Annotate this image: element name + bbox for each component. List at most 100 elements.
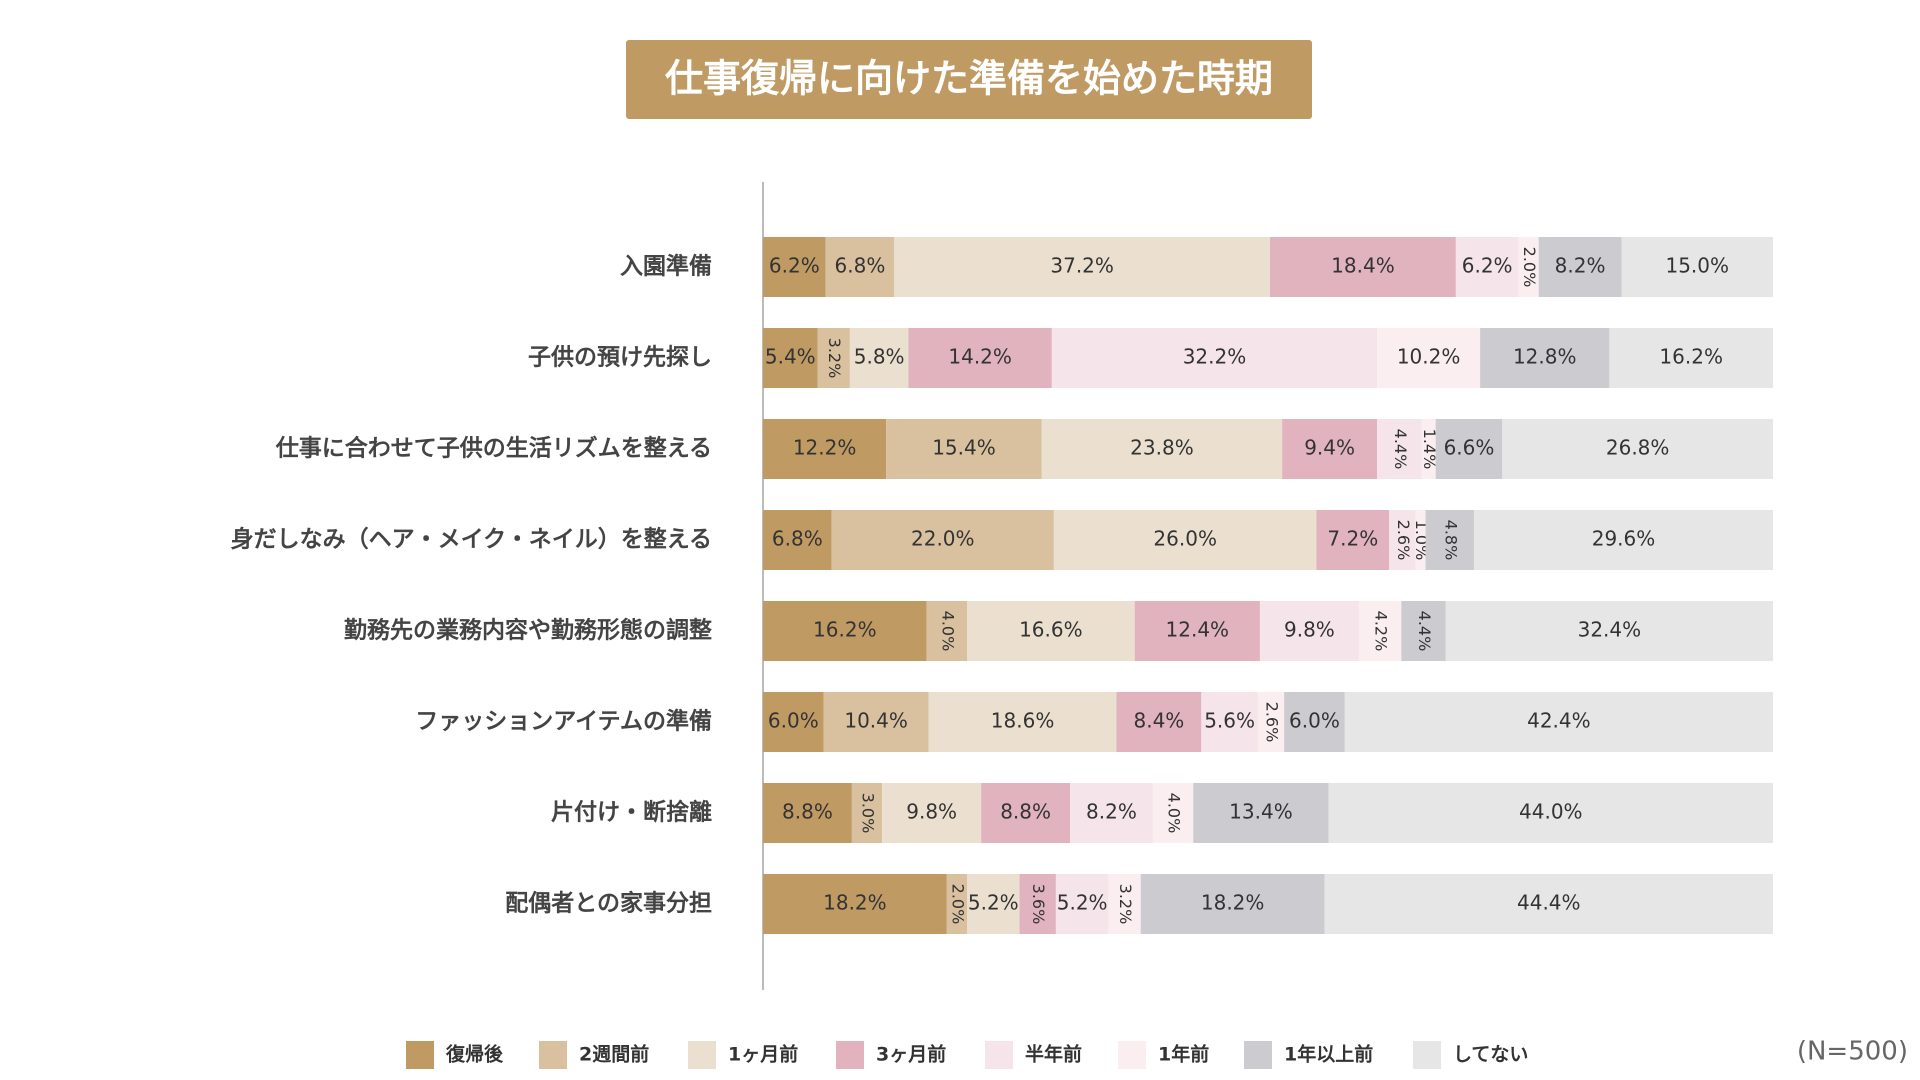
bar-segment xyxy=(763,419,887,479)
bar-segment xyxy=(817,328,850,388)
bar-segment xyxy=(1257,692,1285,752)
bar-segment xyxy=(823,692,929,752)
value-label: 15.0% xyxy=(1665,254,1729,278)
value-label: 4.2% xyxy=(1372,611,1391,652)
bar-segment xyxy=(1259,601,1359,661)
value-label: 6.0% xyxy=(1289,709,1340,733)
bar-segment xyxy=(1140,874,1325,934)
value-label: 4.4% xyxy=(1415,611,1434,652)
value-label: 10.4% xyxy=(844,709,908,733)
legend-swatch xyxy=(688,1041,716,1069)
bar-segment xyxy=(1435,419,1503,479)
bar-segment xyxy=(967,601,1135,661)
category-label: 仕事に合わせて子供の生活リズムを整える xyxy=(275,435,712,462)
bar-segment xyxy=(1377,419,1422,479)
category-label: 入園準備 xyxy=(620,253,712,280)
bar-segment xyxy=(1070,783,1153,843)
legend-swatch xyxy=(1118,1041,1146,1069)
bar-segment xyxy=(1518,237,1539,297)
bar-segment xyxy=(886,419,1042,479)
value-label: 32.4% xyxy=(1578,618,1642,642)
legend-swatch xyxy=(1413,1041,1441,1069)
legend-swatch xyxy=(836,1041,864,1069)
bar-segment xyxy=(894,237,1271,297)
bar-segment xyxy=(1193,783,1329,843)
bar-segment xyxy=(1415,510,1426,570)
legend-label: 1年以上前 xyxy=(1284,1043,1373,1066)
bar-segment xyxy=(763,510,832,570)
value-label: 5.2% xyxy=(968,891,1019,915)
value-label: 2.6% xyxy=(1263,702,1282,743)
value-label: 10.2% xyxy=(1397,345,1461,369)
category-label: 片付け・断捨離 xyxy=(551,799,712,826)
bar-segment xyxy=(851,783,883,843)
bar-segment xyxy=(1538,237,1622,297)
bar-segment xyxy=(1270,237,1456,297)
value-label: 2.0% xyxy=(948,884,967,925)
value-label: 4.0% xyxy=(1165,793,1184,834)
value-label: 3.2% xyxy=(825,338,844,379)
bar-segment xyxy=(1445,601,1773,661)
bar-segment xyxy=(926,601,968,661)
value-label: 6.0% xyxy=(768,709,819,733)
value-label: 12.2% xyxy=(793,436,857,460)
value-label: 3.6% xyxy=(1029,884,1048,925)
title-box xyxy=(626,40,1312,119)
bar-segment xyxy=(849,328,909,388)
bar-segment xyxy=(1053,510,1317,570)
value-label: 26.8% xyxy=(1606,436,1670,460)
value-label: 32.2% xyxy=(1183,345,1247,369)
bar-segment xyxy=(1019,874,1056,934)
value-label: 9.8% xyxy=(1284,618,1335,642)
bar-segment xyxy=(908,328,1052,388)
value-label: 18.2% xyxy=(1201,891,1265,915)
value-label: 8.8% xyxy=(1000,800,1051,824)
value-label: 8.4% xyxy=(1134,709,1185,733)
bar-segment xyxy=(1201,692,1258,752)
bar-segment xyxy=(1455,237,1519,297)
value-label: 6.2% xyxy=(1462,254,1513,278)
chart-title: 仕事復帰に向けた準備を始めた時期 xyxy=(665,57,1273,101)
value-label: 9.4% xyxy=(1304,436,1355,460)
value-label: 8.8% xyxy=(782,800,833,824)
value-label: 29.6% xyxy=(1592,527,1656,551)
value-label: 8.2% xyxy=(1086,800,1137,824)
value-label: 7.2% xyxy=(1327,527,1378,551)
value-label: 13.4% xyxy=(1229,800,1293,824)
bar-segment xyxy=(1324,874,1773,934)
bar-segment xyxy=(1328,783,1773,843)
value-label: 2.6% xyxy=(1394,520,1413,561)
value-label: 42.4% xyxy=(1527,709,1591,733)
bar-segment xyxy=(1358,601,1402,661)
bar-segment xyxy=(1401,601,1446,661)
bar-segment xyxy=(967,874,1020,934)
bar-segment xyxy=(1389,510,1416,570)
category-label: 身だしなみ（ヘア・メイク・ネイル）を整える xyxy=(231,526,712,553)
bar-segment xyxy=(763,601,927,661)
value-label: 18.4% xyxy=(1331,254,1395,278)
legend-label: 2週間前 xyxy=(579,1043,649,1066)
bar-segment xyxy=(763,328,818,388)
value-label: 5.8% xyxy=(854,345,905,369)
value-label: 37.2% xyxy=(1050,254,1114,278)
bar-segment xyxy=(981,783,1071,843)
category-label: 配偶者との家事分担 xyxy=(505,890,712,917)
value-label: 15.4% xyxy=(932,436,996,460)
value-label: 16.2% xyxy=(1659,345,1723,369)
bar-segment xyxy=(825,237,895,297)
bar-segment xyxy=(763,237,826,297)
bar-segment xyxy=(1316,510,1390,570)
value-label: 9.8% xyxy=(906,800,957,824)
value-label: 1.4% xyxy=(1420,429,1439,470)
value-label: 4.8% xyxy=(1441,520,1460,561)
value-label: 14.2% xyxy=(948,345,1012,369)
category-label: 勤務先の業務内容や勤務形態の調整 xyxy=(344,617,712,644)
value-label: 4.4% xyxy=(1391,429,1410,470)
value-label: 12.8% xyxy=(1513,345,1577,369)
value-label: 44.4% xyxy=(1517,891,1581,915)
value-label: 44.0% xyxy=(1519,800,1583,824)
value-label: 23.8% xyxy=(1130,436,1194,460)
value-label: 5.2% xyxy=(1057,891,1108,915)
value-label: 2.0% xyxy=(1520,247,1539,288)
